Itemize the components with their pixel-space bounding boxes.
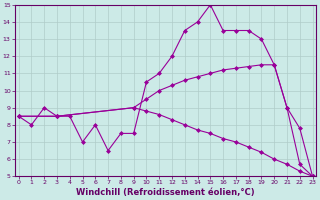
X-axis label: Windchill (Refroidissement éolien,°C): Windchill (Refroidissement éolien,°C)	[76, 188, 255, 197]
